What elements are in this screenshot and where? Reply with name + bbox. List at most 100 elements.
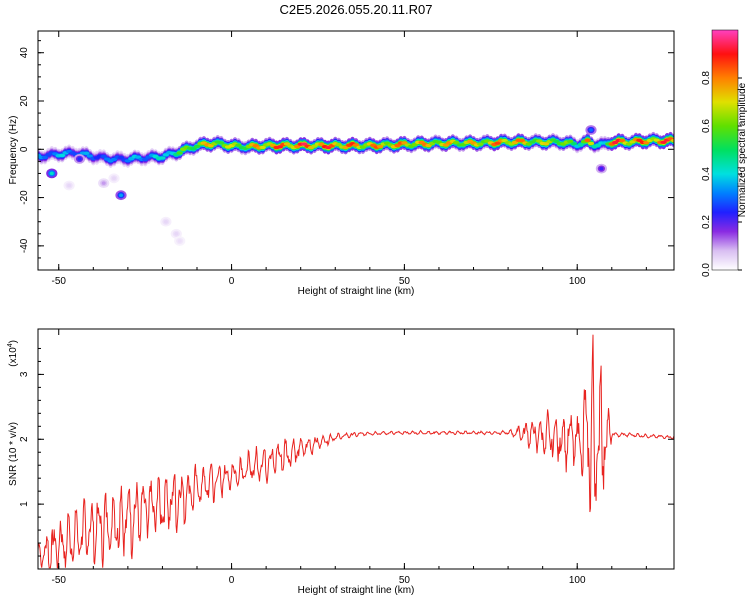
spectrogram-cell xyxy=(660,140,667,144)
snr-y-ticks: 1 2 3 xyxy=(19,347,674,557)
spectrogram-x-ticks: -50 0 50 100 xyxy=(52,31,647,287)
snr-multiplier-base: (x10 xyxy=(8,347,19,367)
y-tick-label: 1 xyxy=(19,501,30,507)
spectrogram-cell xyxy=(453,140,460,145)
spectrogram-cell xyxy=(536,139,543,143)
spectrogram-cell xyxy=(584,138,591,142)
spectrogram-blob xyxy=(599,166,604,171)
spectrogram-cell xyxy=(542,142,550,146)
colorbar-tick-label: 0.0 xyxy=(701,263,712,277)
spectrogram-cell xyxy=(235,143,242,147)
colorbar-tick-label: 0.8 xyxy=(701,71,712,85)
spectrogram-blob xyxy=(163,219,168,224)
figure-title: C2E5.2026.055.20.11.R07 xyxy=(280,2,433,17)
x-tick-label: 100 xyxy=(569,575,586,586)
y-tick-label: 3 xyxy=(19,371,30,377)
x-tick-label: -50 xyxy=(52,575,67,586)
spectrogram-panel: -50 0 50 100 -40 -20 0 20 40 Height of straight… xyxy=(8,30,675,297)
spectrogram-cell xyxy=(190,147,197,151)
spectrogram-frame xyxy=(37,30,675,271)
y-tick-label: 0 xyxy=(19,146,30,152)
spectrogram-blob xyxy=(101,181,106,185)
spectrogram-cell xyxy=(86,154,94,158)
spectrogram-blob xyxy=(112,176,116,181)
snr-multiplier-exponent: 4 xyxy=(7,343,14,347)
spectrogram-cell xyxy=(612,140,619,145)
spectrogram-cell xyxy=(577,143,584,147)
spectrogram-y-label: Frequency (Hz) xyxy=(8,116,19,185)
x-tick-label: 100 xyxy=(569,276,586,287)
spectrogram-cell xyxy=(59,153,66,158)
spectrogram-cell xyxy=(100,154,107,159)
spectrogram-cell xyxy=(359,145,367,149)
x-tick-label: 50 xyxy=(399,276,411,287)
spectrogram-blob xyxy=(589,128,593,132)
snr-panel: -50 0 50 100 1 2 3 Height of straight line (k… xyxy=(7,328,675,596)
spectrogram-cell xyxy=(218,141,225,145)
x-tick-label: -50 xyxy=(52,276,67,287)
spectrogram-cell xyxy=(276,145,284,149)
spectrogram-cell xyxy=(117,155,125,160)
snr-multiplier: (x104) xyxy=(7,340,19,367)
spectrogram-cell xyxy=(259,145,266,150)
spectrogram-blob xyxy=(174,232,179,236)
spectrogram-cell xyxy=(494,141,501,145)
colorbar-tick-label: 0.4 xyxy=(701,167,712,181)
colorbar-ticks: 0.0 0.2 0.4 0.6 0.8 xyxy=(701,71,742,277)
spectrogram-cell xyxy=(110,157,118,162)
y-tick-label: -40 xyxy=(19,238,30,253)
spectrogram-y-ticks: -40 -20 0 20 40 xyxy=(19,40,674,271)
spectrogram-cell xyxy=(193,144,201,149)
snr-x-label: Height of straight line (km) xyxy=(298,585,415,596)
snr-plot xyxy=(38,334,674,569)
snr-x-ticks: -50 0 50 100 xyxy=(52,329,647,586)
y-tick-label: 2 xyxy=(19,436,30,442)
spectrogram-cell xyxy=(83,151,90,155)
spectrogram-cell xyxy=(619,139,626,143)
spectrogram-blob xyxy=(67,183,72,188)
snr-y-label: SNR (10 * v/v) xyxy=(8,422,19,486)
spectrogram-cell xyxy=(518,139,526,143)
spectrogram-cell xyxy=(460,143,467,147)
x-tick-label: 0 xyxy=(229,575,235,586)
spectrogram-blob xyxy=(177,239,182,243)
spectrogram-blob xyxy=(49,171,54,176)
spectrogram-cell xyxy=(435,140,443,144)
y-tick-label: -20 xyxy=(19,190,30,205)
spectrogram-cell xyxy=(335,143,342,147)
x-tick-label: 0 xyxy=(229,276,235,287)
spectrogram-cell xyxy=(570,142,577,146)
spectrogram-cell xyxy=(653,138,660,142)
spectrogram-cell xyxy=(159,156,166,160)
spectrogram-cell xyxy=(567,139,574,144)
spectrogram-plot xyxy=(38,125,674,246)
spectrogram-cell xyxy=(670,138,674,143)
spectrogram-cell xyxy=(352,143,360,147)
spectrogram-cell xyxy=(394,143,401,148)
spectrogram-cell xyxy=(377,144,384,149)
spectrogram-cell xyxy=(587,141,595,146)
colorbar-label: Normalized spectral amplitude xyxy=(737,82,748,217)
spectrogram-blob xyxy=(119,193,123,197)
spectrogram-cell xyxy=(553,139,560,144)
x-tick-label: 50 xyxy=(399,575,411,586)
spectrogram-cell xyxy=(511,140,519,145)
spectrogram-cell xyxy=(318,142,325,146)
colorbar: 0.0 0.2 0.4 0.6 0.8 Normalized spectral ampl… xyxy=(701,29,748,277)
spectrogram-cell xyxy=(176,151,183,155)
spectrogram-cell xyxy=(294,144,301,149)
spectrogram-cell xyxy=(594,143,602,147)
spectrogram-cell xyxy=(41,155,49,160)
y-tick-label: 40 xyxy=(19,47,30,59)
spectrogram-blob xyxy=(77,157,82,161)
colorbar-tick-label: 0.2 xyxy=(701,215,712,229)
spectrogram-cell xyxy=(142,157,149,162)
y-tick-label: 20 xyxy=(19,95,30,107)
colorbar-gradient xyxy=(711,29,739,271)
spectrogram-cell xyxy=(477,142,484,146)
colorbar-tick-label: 0.6 xyxy=(701,119,712,133)
snr-series-line xyxy=(38,334,674,569)
snr-frame xyxy=(37,328,675,570)
spectrogram-x-label: Height of straight line (km) xyxy=(298,286,415,297)
